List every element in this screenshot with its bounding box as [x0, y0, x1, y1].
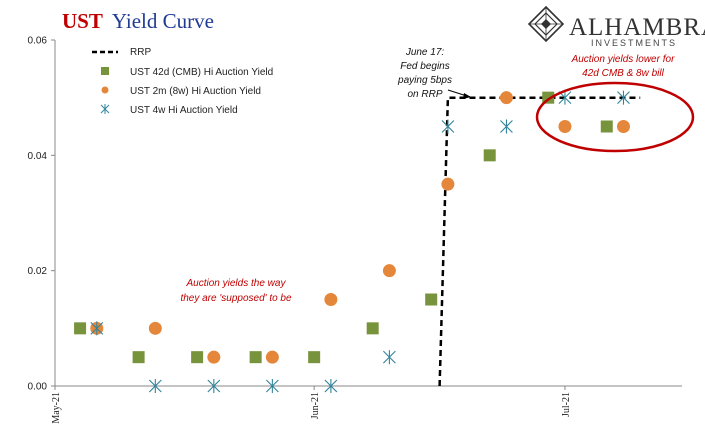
- diamond-logo-icon: [527, 5, 565, 43]
- x-tick-label: Jul-21: [561, 392, 572, 417]
- point-2m: [382, 264, 396, 278]
- annotation-fed-line-4: on RRP: [407, 89, 442, 100]
- legend-swatch-4w: [100, 104, 110, 114]
- legend-swatch-2m: [101, 86, 109, 94]
- point-4w: [500, 119, 513, 134]
- series-layer: [74, 90, 641, 393]
- legend-swatch-42d: [101, 67, 109, 75]
- annotation-fed-line-3: paying 5bps: [397, 75, 452, 86]
- point-4w: [441, 119, 455, 134]
- point-4w: [148, 379, 162, 393]
- highlight-ellipse: [535, 81, 695, 153]
- point-4w: [90, 321, 104, 336]
- y-tick-label: 0.02: [28, 266, 48, 277]
- point-42d: [132, 351, 145, 364]
- legend-item-2m: UST 2m (8w) Hi Auction Yield: [101, 86, 261, 97]
- legend-label-4w: UST 4w Hi Auction Yield: [130, 105, 238, 116]
- legend-item-rrp: RRP: [92, 47, 151, 58]
- title-rest: Yield Curve: [112, 9, 214, 33]
- point-42d: [366, 322, 379, 335]
- point-4w: [207, 379, 221, 393]
- logo-sub: INVESTMENTS: [591, 38, 677, 48]
- point-4w: [617, 90, 630, 105]
- y-tick-label: 0.00: [28, 382, 48, 393]
- annotation-supposed-line-1: Auction yields the way: [186, 278, 287, 289]
- legend: RRP UST 42d (CMB) Hi Auction Yield UST 2…: [92, 47, 273, 116]
- y-tick-label: 0.06: [28, 36, 48, 47]
- annotation-supposed-line-2: they are 'supposed' to be: [180, 293, 292, 304]
- annotation-lower-line-1: Auction yields lower for: [571, 54, 675, 65]
- alhambra-logo: ALHAMBRA INVESTMENTS: [527, 5, 705, 48]
- x-ticks: May-21 Jun-21 Jul-21: [51, 386, 572, 424]
- legend-label-rrp: RRP: [130, 47, 151, 58]
- point-42d: [191, 351, 204, 364]
- legend-label-2m: UST 2m (8w) Hi Auction Yield: [130, 86, 261, 97]
- annotation-supposed: Auction yields the way they are 'suppose…: [180, 278, 292, 304]
- y-tick-label: 0.04: [28, 151, 48, 162]
- point-42d: [74, 322, 87, 335]
- point-2m: [207, 350, 221, 364]
- x-tick-label: May-21: [51, 392, 62, 424]
- point-2m: [265, 350, 279, 364]
- point-2m: [324, 293, 338, 306]
- legend-item-42d: UST 42d (CMB) Hi Auction Yield: [101, 67, 273, 78]
- point-4w: [265, 379, 279, 393]
- point-4w: [383, 350, 396, 365]
- point-2m: [441, 177, 455, 191]
- point-42d: [308, 351, 321, 364]
- point-2m: [499, 91, 513, 105]
- title-prefix: UST: [62, 9, 103, 33]
- point-42d: [425, 293, 438, 306]
- point-42d: [249, 351, 262, 364]
- annotation-fed-line-2: Fed begins: [400, 61, 449, 72]
- annotation-fed: June 17: Fed begins paying 5bps on RRP: [397, 47, 471, 100]
- point-4w: [324, 379, 338, 393]
- logo-name: ALHAMBRA: [569, 14, 705, 41]
- annotation-fed-line-1: June 17:: [405, 47, 445, 58]
- point-2m: [558, 120, 572, 133]
- annotation-lower-line-2: 42d CMB & 8w bill: [582, 68, 664, 79]
- point-2m: [148, 321, 162, 335]
- annotation-lower: Auction yields lower for 42d CMB & 8w bi…: [535, 54, 695, 153]
- legend-label-42d: UST 42d (CMB) Hi Auction Yield: [130, 67, 273, 78]
- chart-title: UST Yield Curve: [62, 9, 214, 33]
- annotation-fed-arrowhead: [463, 93, 471, 99]
- point-42d: [483, 149, 496, 162]
- rrp-line: [438, 96, 641, 387]
- y-ticks: 0.00 0.02 0.04 0.06: [28, 36, 55, 393]
- legend-item-4w: UST 4w Hi Auction Yield: [100, 104, 238, 116]
- point-42d: [600, 120, 613, 133]
- point-2m: [616, 120, 630, 133]
- x-tick-label: Jun-21: [310, 392, 321, 419]
